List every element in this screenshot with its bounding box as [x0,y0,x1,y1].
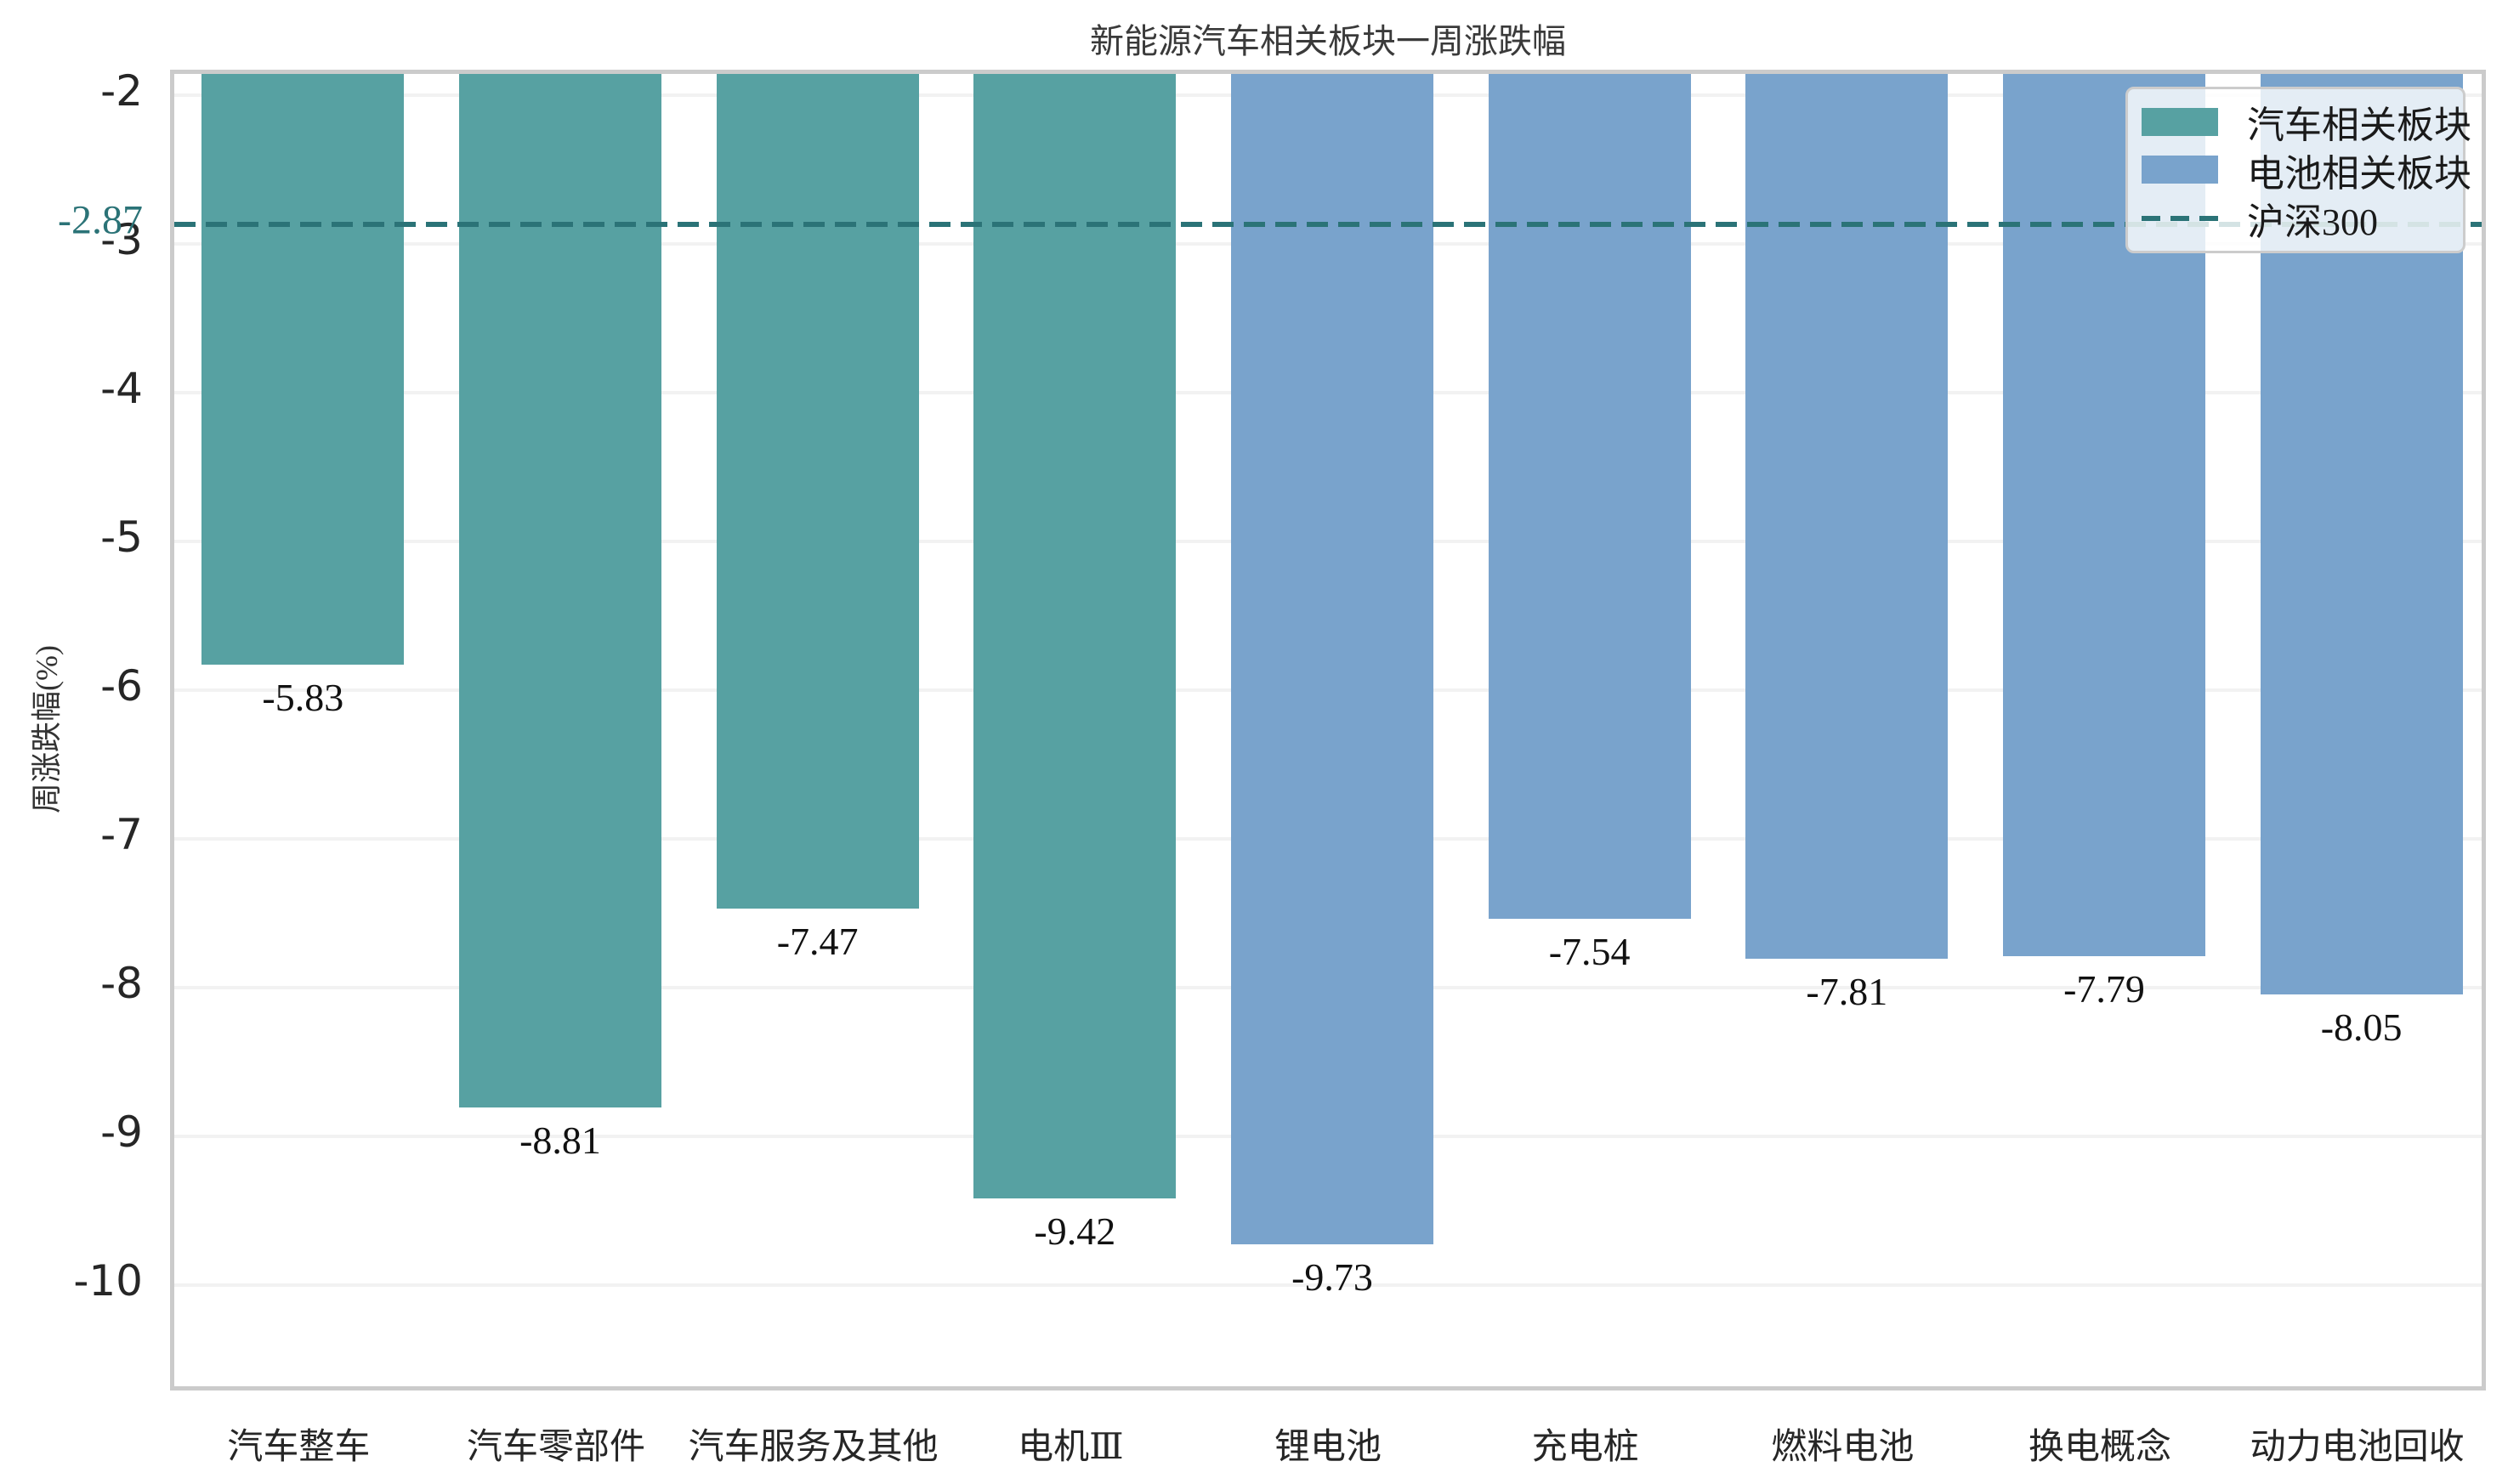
x-tick-label: 电机Ⅲ [1018,1428,1124,1467]
reference-line-value-label: -2.87 [58,197,143,243]
chart-title: 新能源汽车相关板块一周涨跌幅 [1090,22,1566,60]
bar-value-label: -8.81 [519,1119,601,1163]
y-tick-label: -10 [73,1255,143,1306]
x-tick-label: 汽车整车 [227,1428,371,1467]
x-tick-label: 换电概念 [2028,1428,2172,1467]
bar [1488,74,1691,919]
x-tick-label: 燃料电池 [1771,1428,1915,1467]
y-tick-label: -6 [100,660,143,711]
gridline [174,1283,2482,1287]
y-tick-label: -8 [100,958,143,1008]
reference-line-csi300 [174,221,2482,227]
legend-swatch-auto-sector-icon [2142,107,2218,136]
plot-area: -5.83 -8.81 -7.47 -9.42 -9.73 -7.54 -7.81 -7.79… [170,70,2486,1391]
x-tick-label: 汽车零部件 [466,1428,646,1467]
legend-item-label: 电池相关板块 [2247,152,2471,195]
bar-value-label: -8.05 [2320,1005,2403,1050]
bar-value-label: -9.42 [1034,1209,1116,1253]
legend-item-csi300: 沪深300 [2142,195,2463,243]
bar [716,74,919,909]
legend-item-label: 沪深300 [2247,201,2378,243]
y-tick-label: -4 [100,363,143,413]
x-tick-label: 充电桩 [1531,1428,1639,1467]
legend-swatch-battery-sector-icon [2142,156,2218,184]
legend-item-battery-sector: 电池相关板块 [2142,146,2471,195]
bar [1231,74,1433,1245]
bar [201,74,405,665]
legend-dashed-line-key-icon [2142,215,2218,221]
x-tick-label: 锂电池 [1274,1428,1382,1467]
x-tick-label: 动力电池回收 [2250,1428,2465,1467]
bar-value-label: -5.83 [262,675,344,719]
bar-value-label: -9.73 [1291,1255,1373,1300]
y-tick-label: -5 [100,512,143,562]
bar-value-label: -7.54 [1548,930,1631,973]
legend-item-label: 汽车相关板块 [2247,105,2471,147]
bar [1745,74,1949,960]
legend-item-auto-sector: 汽车相关板块 [2142,98,2471,146]
bar-value-label: -7.47 [776,919,859,963]
y-tick-label: -3 [100,214,143,264]
bar-value-label: -7.81 [1806,970,1888,1014]
y-tick-label: -2 [100,65,143,116]
legend: 汽车相关板块 电池相关板块 沪深300 [2125,87,2471,253]
bar-value-label: -7.79 [2063,966,2145,1011]
bar [973,74,1177,1198]
x-tick-label: 汽车服务及其他 [688,1428,939,1467]
y-tick-label: -7 [100,809,143,859]
bar [459,74,661,1108]
y-tick-label: -9 [100,1107,143,1157]
